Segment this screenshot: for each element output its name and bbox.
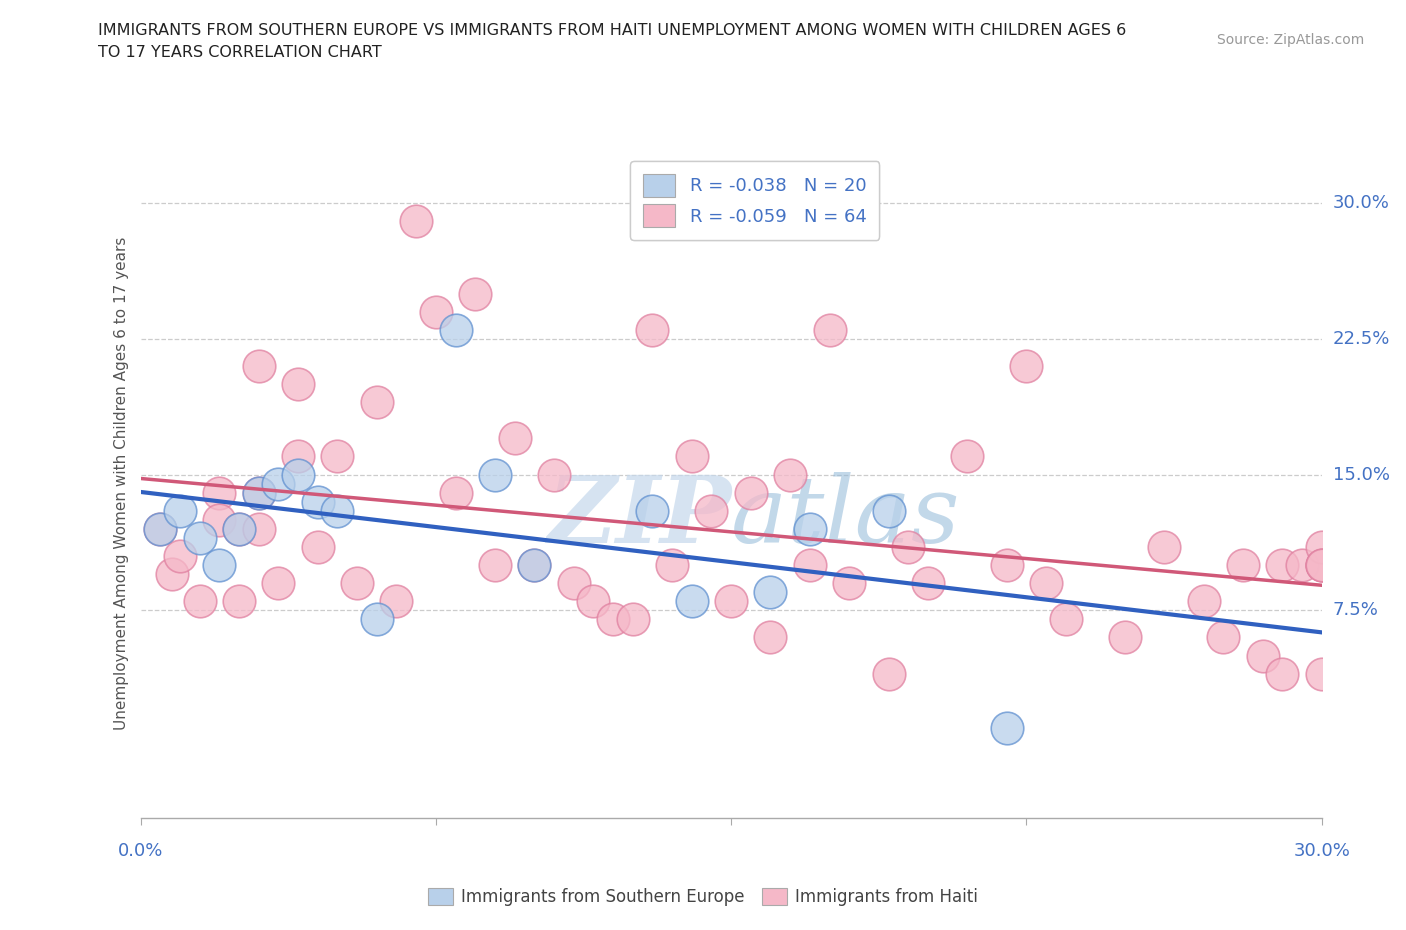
Text: ZIP: ZIP	[547, 472, 731, 562]
Point	[169, 549, 191, 564]
Point	[1291, 558, 1313, 573]
Text: atlas: atlas	[731, 472, 960, 562]
Point	[877, 503, 900, 518]
Point	[484, 467, 506, 482]
Point	[641, 323, 664, 338]
Text: 22.5%: 22.5%	[1333, 330, 1391, 348]
Point	[247, 359, 270, 374]
Legend: R = -0.038   N = 20, R = -0.059   N = 64: R = -0.038 N = 20, R = -0.059 N = 64	[630, 161, 879, 240]
Point	[326, 503, 349, 518]
Point	[681, 593, 703, 608]
Point	[799, 558, 821, 573]
Point	[149, 522, 172, 537]
Point	[700, 503, 723, 518]
Point	[740, 485, 762, 500]
Point	[287, 449, 309, 464]
Point	[267, 476, 290, 491]
Point	[799, 522, 821, 537]
Text: 30.0%: 30.0%	[1333, 194, 1389, 212]
Point	[208, 512, 231, 527]
Point	[484, 558, 506, 573]
Point	[1271, 666, 1294, 681]
Point	[444, 323, 467, 338]
Point	[956, 449, 979, 464]
Point	[160, 566, 183, 581]
Point	[307, 539, 329, 554]
Point	[1035, 576, 1057, 591]
Point	[995, 721, 1018, 736]
Y-axis label: Unemployment Among Women with Children Ages 6 to 17 years: Unemployment Among Women with Children A…	[114, 237, 129, 730]
Point	[1251, 648, 1274, 663]
Point	[287, 467, 309, 482]
Point	[1271, 558, 1294, 573]
Point	[582, 593, 605, 608]
Point	[523, 558, 546, 573]
Point	[267, 576, 290, 591]
Point	[838, 576, 860, 591]
Legend: Immigrants from Southern Europe, Immigrants from Haiti: Immigrants from Southern Europe, Immigra…	[422, 881, 984, 912]
Point	[247, 485, 270, 500]
Point	[621, 612, 644, 627]
Text: Source: ZipAtlas.com: Source: ZipAtlas.com	[1216, 33, 1364, 46]
Point	[1310, 666, 1333, 681]
Point	[346, 576, 368, 591]
Point	[602, 612, 624, 627]
Point	[1310, 558, 1333, 573]
Point	[681, 449, 703, 464]
Point	[1310, 539, 1333, 554]
Point	[759, 630, 782, 644]
Point	[1015, 359, 1038, 374]
Point	[149, 522, 172, 537]
Point	[877, 666, 900, 681]
Point	[1232, 558, 1254, 573]
Point	[247, 522, 270, 537]
Point	[1310, 558, 1333, 573]
Point	[543, 467, 565, 482]
Point	[287, 377, 309, 392]
Point	[1054, 612, 1077, 627]
Point	[425, 304, 447, 319]
Point	[1212, 630, 1234, 644]
Point	[247, 485, 270, 500]
Point	[897, 539, 920, 554]
Point	[641, 503, 664, 518]
Point	[759, 585, 782, 600]
Point	[523, 558, 546, 573]
Point	[228, 522, 250, 537]
Point	[228, 593, 250, 608]
Point	[1153, 539, 1175, 554]
Point	[720, 593, 742, 608]
Point	[188, 530, 211, 545]
Point	[228, 522, 250, 537]
Point	[917, 576, 939, 591]
Point	[503, 431, 526, 445]
Point	[1192, 593, 1215, 608]
Point	[779, 467, 801, 482]
Text: 30.0%: 30.0%	[1294, 842, 1350, 859]
Text: 7.5%: 7.5%	[1333, 602, 1379, 619]
Point	[208, 558, 231, 573]
Point	[464, 286, 486, 301]
Text: 15.0%: 15.0%	[1333, 466, 1389, 484]
Point	[208, 485, 231, 500]
Point	[366, 612, 388, 627]
Point	[661, 558, 683, 573]
Point	[444, 485, 467, 500]
Text: 0.0%: 0.0%	[118, 842, 163, 859]
Point	[307, 494, 329, 509]
Text: TO 17 YEARS CORRELATION CHART: TO 17 YEARS CORRELATION CHART	[98, 45, 382, 60]
Point	[995, 558, 1018, 573]
Point	[562, 576, 585, 591]
Point	[188, 593, 211, 608]
Point	[366, 394, 388, 409]
Text: IMMIGRANTS FROM SOUTHERN EUROPE VS IMMIGRANTS FROM HAITI UNEMPLOYMENT AMONG WOME: IMMIGRANTS FROM SOUTHERN EUROPE VS IMMIG…	[98, 23, 1126, 38]
Point	[1114, 630, 1136, 644]
Point	[818, 323, 841, 338]
Point	[326, 449, 349, 464]
Point	[385, 593, 408, 608]
Point	[405, 214, 427, 229]
Point	[1310, 558, 1333, 573]
Point	[169, 503, 191, 518]
